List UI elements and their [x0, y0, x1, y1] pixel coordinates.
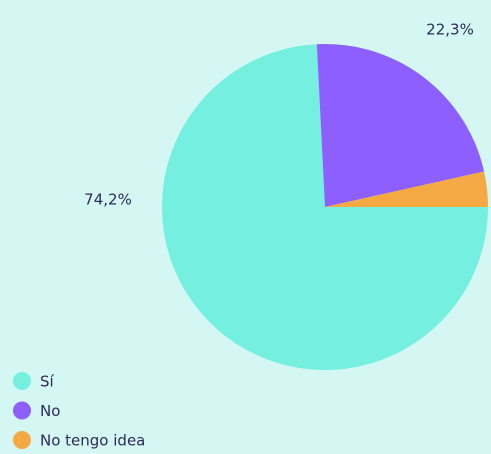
pie-slice — [161, 44, 488, 371]
legend-label: Sí — [40, 373, 55, 391]
legend-label: No tengo idea — [40, 432, 145, 450]
pie-slice — [325, 171, 488, 207]
legend-swatch — [13, 372, 31, 390]
legend-swatch — [13, 401, 31, 420]
pie-slice — [316, 44, 485, 207]
data-label: 22,3% — [426, 21, 474, 39]
data-label: 74,2% — [84, 191, 132, 209]
legend-swatch — [13, 431, 31, 449]
legend-label: No — [40, 402, 60, 420]
